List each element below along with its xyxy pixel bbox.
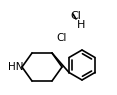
Text: H: H [77, 20, 85, 30]
Text: Cl: Cl [70, 11, 81, 21]
Text: HN: HN [8, 62, 24, 72]
Text: Cl: Cl [57, 33, 67, 43]
